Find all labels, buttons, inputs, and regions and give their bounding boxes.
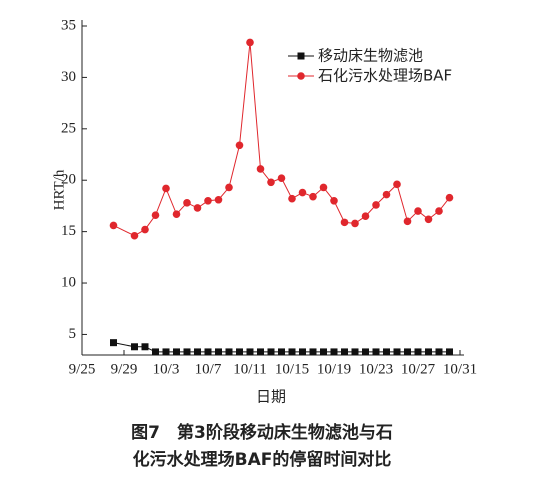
caption: 化污水处理场BAF的停留时间对比 <box>133 449 392 470</box>
data-point <box>193 204 202 212</box>
legend-label: 石化污水处理场BAF <box>318 67 452 85</box>
data-point <box>141 343 149 351</box>
data-point <box>173 348 180 356</box>
data-point <box>414 207 422 215</box>
data-point <box>435 348 443 356</box>
data-point <box>424 215 433 224</box>
x-tick-label: 9/25 <box>69 361 96 377</box>
data-point <box>299 348 306 356</box>
x-tick-label: 10/7 <box>195 361 222 377</box>
data-point <box>372 201 380 209</box>
data-point <box>236 348 243 356</box>
data-point <box>225 348 233 356</box>
data-point <box>246 38 254 47</box>
data-point <box>162 184 170 193</box>
data-point <box>204 348 212 356</box>
data-point <box>215 348 222 356</box>
data-point <box>414 348 422 356</box>
data-point <box>372 348 380 356</box>
y-tick-label: 25 <box>61 120 76 136</box>
data-point <box>109 221 118 230</box>
x-tick-label: 10/3 <box>153 361 180 377</box>
data-point <box>330 348 338 356</box>
data-point <box>246 348 254 356</box>
data-point <box>404 348 411 356</box>
data-point <box>194 348 201 356</box>
y-tick-label: 30 <box>61 69 76 85</box>
data-point <box>425 348 432 356</box>
data-point <box>319 183 328 192</box>
y-tick-label: 15 <box>61 223 76 239</box>
data-point <box>214 195 223 204</box>
data-point <box>351 219 359 228</box>
data-point <box>403 217 412 226</box>
caption: 图7 第3阶段移动床生物滤池与石 <box>131 422 393 443</box>
data-point <box>204 196 212 205</box>
x-tick-label: 10/19 <box>317 361 351 377</box>
data-point <box>183 348 191 356</box>
data-point <box>446 348 453 356</box>
data-point <box>330 196 338 205</box>
data-point <box>152 348 159 356</box>
y-tick-label: 10 <box>61 274 76 290</box>
data-point <box>257 348 264 356</box>
data-point <box>131 343 138 351</box>
data-point <box>183 199 191 207</box>
x-tick-label: 10/31 <box>443 361 477 377</box>
data-point <box>278 348 285 356</box>
y-axis-label: HRT/h <box>51 169 67 210</box>
x-tick-label: 9/29 <box>111 361 138 377</box>
data-point <box>235 141 244 150</box>
data-point <box>382 190 391 199</box>
data-point <box>172 210 181 218</box>
data-point <box>309 192 317 201</box>
data-point <box>340 218 349 227</box>
data-point <box>320 348 327 356</box>
data-point <box>141 225 149 234</box>
data-point <box>362 348 369 356</box>
data-point <box>225 183 233 192</box>
x-tick-label: 10/23 <box>359 361 393 377</box>
data-point <box>361 212 370 221</box>
data-point <box>288 194 296 203</box>
data-point <box>298 188 307 197</box>
data-point <box>267 348 275 356</box>
legend-marker <box>297 52 305 60</box>
data-point <box>393 348 401 356</box>
data-point <box>383 348 390 356</box>
x-tick-label: 10/11 <box>233 361 267 377</box>
data-point <box>256 165 265 173</box>
y-tick-label: 20 <box>61 172 76 188</box>
data-point <box>309 348 317 356</box>
data-point <box>277 174 286 182</box>
data-point <box>288 348 296 356</box>
data-point <box>351 348 359 356</box>
x-tick-label: 10/15 <box>275 361 309 377</box>
data-point <box>435 207 443 215</box>
y-tick-label: 35 <box>61 17 76 33</box>
data-point <box>445 193 454 202</box>
data-point <box>162 348 170 356</box>
data-point <box>130 231 139 240</box>
data-point <box>341 348 348 356</box>
data-point <box>267 178 275 187</box>
data-point <box>393 180 401 189</box>
x-axis-label: 日期 <box>256 388 286 405</box>
data-point <box>110 339 117 347</box>
data-point <box>151 211 160 219</box>
legend-label: 移动床生物滤池 <box>318 47 423 65</box>
y-tick-label: 5 <box>69 326 77 342</box>
legend-marker <box>297 72 305 80</box>
x-tick-label: 10/27 <box>401 361 436 377</box>
